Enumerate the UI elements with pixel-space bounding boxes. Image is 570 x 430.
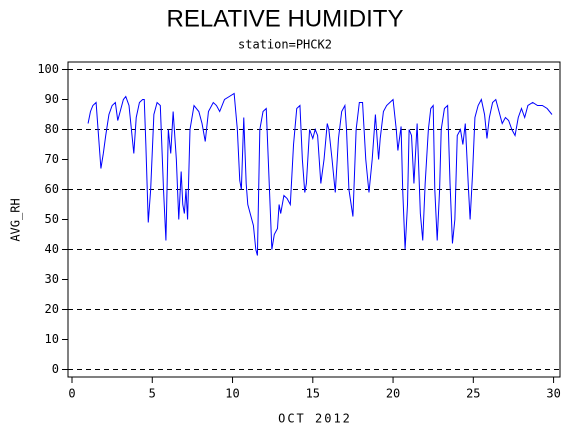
y-tick-label: 80 — [45, 122, 59, 136]
x-tick-label: 30 — [546, 387, 560, 401]
y-tick-label: 60 — [45, 182, 59, 196]
y-tick-label: 0 — [52, 362, 59, 376]
y-tick-label: 30 — [45, 272, 59, 286]
x-tick-label: 15 — [306, 387, 320, 401]
y-tick-label: 10 — [45, 332, 59, 346]
chart-subtitle: station=PHCK2 — [238, 38, 332, 52]
data-line — [87, 92, 553, 256]
x-tick-label: 20 — [386, 387, 400, 401]
y-tick-label: 40 — [45, 242, 59, 256]
x-tick-label: 10 — [225, 387, 239, 401]
x-tick-label: 25 — [466, 387, 480, 401]
x-tick-label: 5 — [149, 387, 156, 401]
y-axis-label: AVG_RH — [9, 198, 23, 241]
y-tick-label: 20 — [45, 302, 59, 316]
x-axis-label: OCT 2012 — [278, 412, 352, 426]
y-tick-label: 90 — [45, 92, 59, 106]
x-tick-label: 0 — [68, 387, 75, 401]
y-tick-label: 50 — [45, 212, 59, 226]
y-tick-label: 100 — [37, 62, 59, 76]
plot-frame — [67, 61, 561, 378]
y-tick-label: 70 — [45, 152, 59, 166]
chart-title: RELATIVE HUMIDITY — [167, 5, 404, 32]
